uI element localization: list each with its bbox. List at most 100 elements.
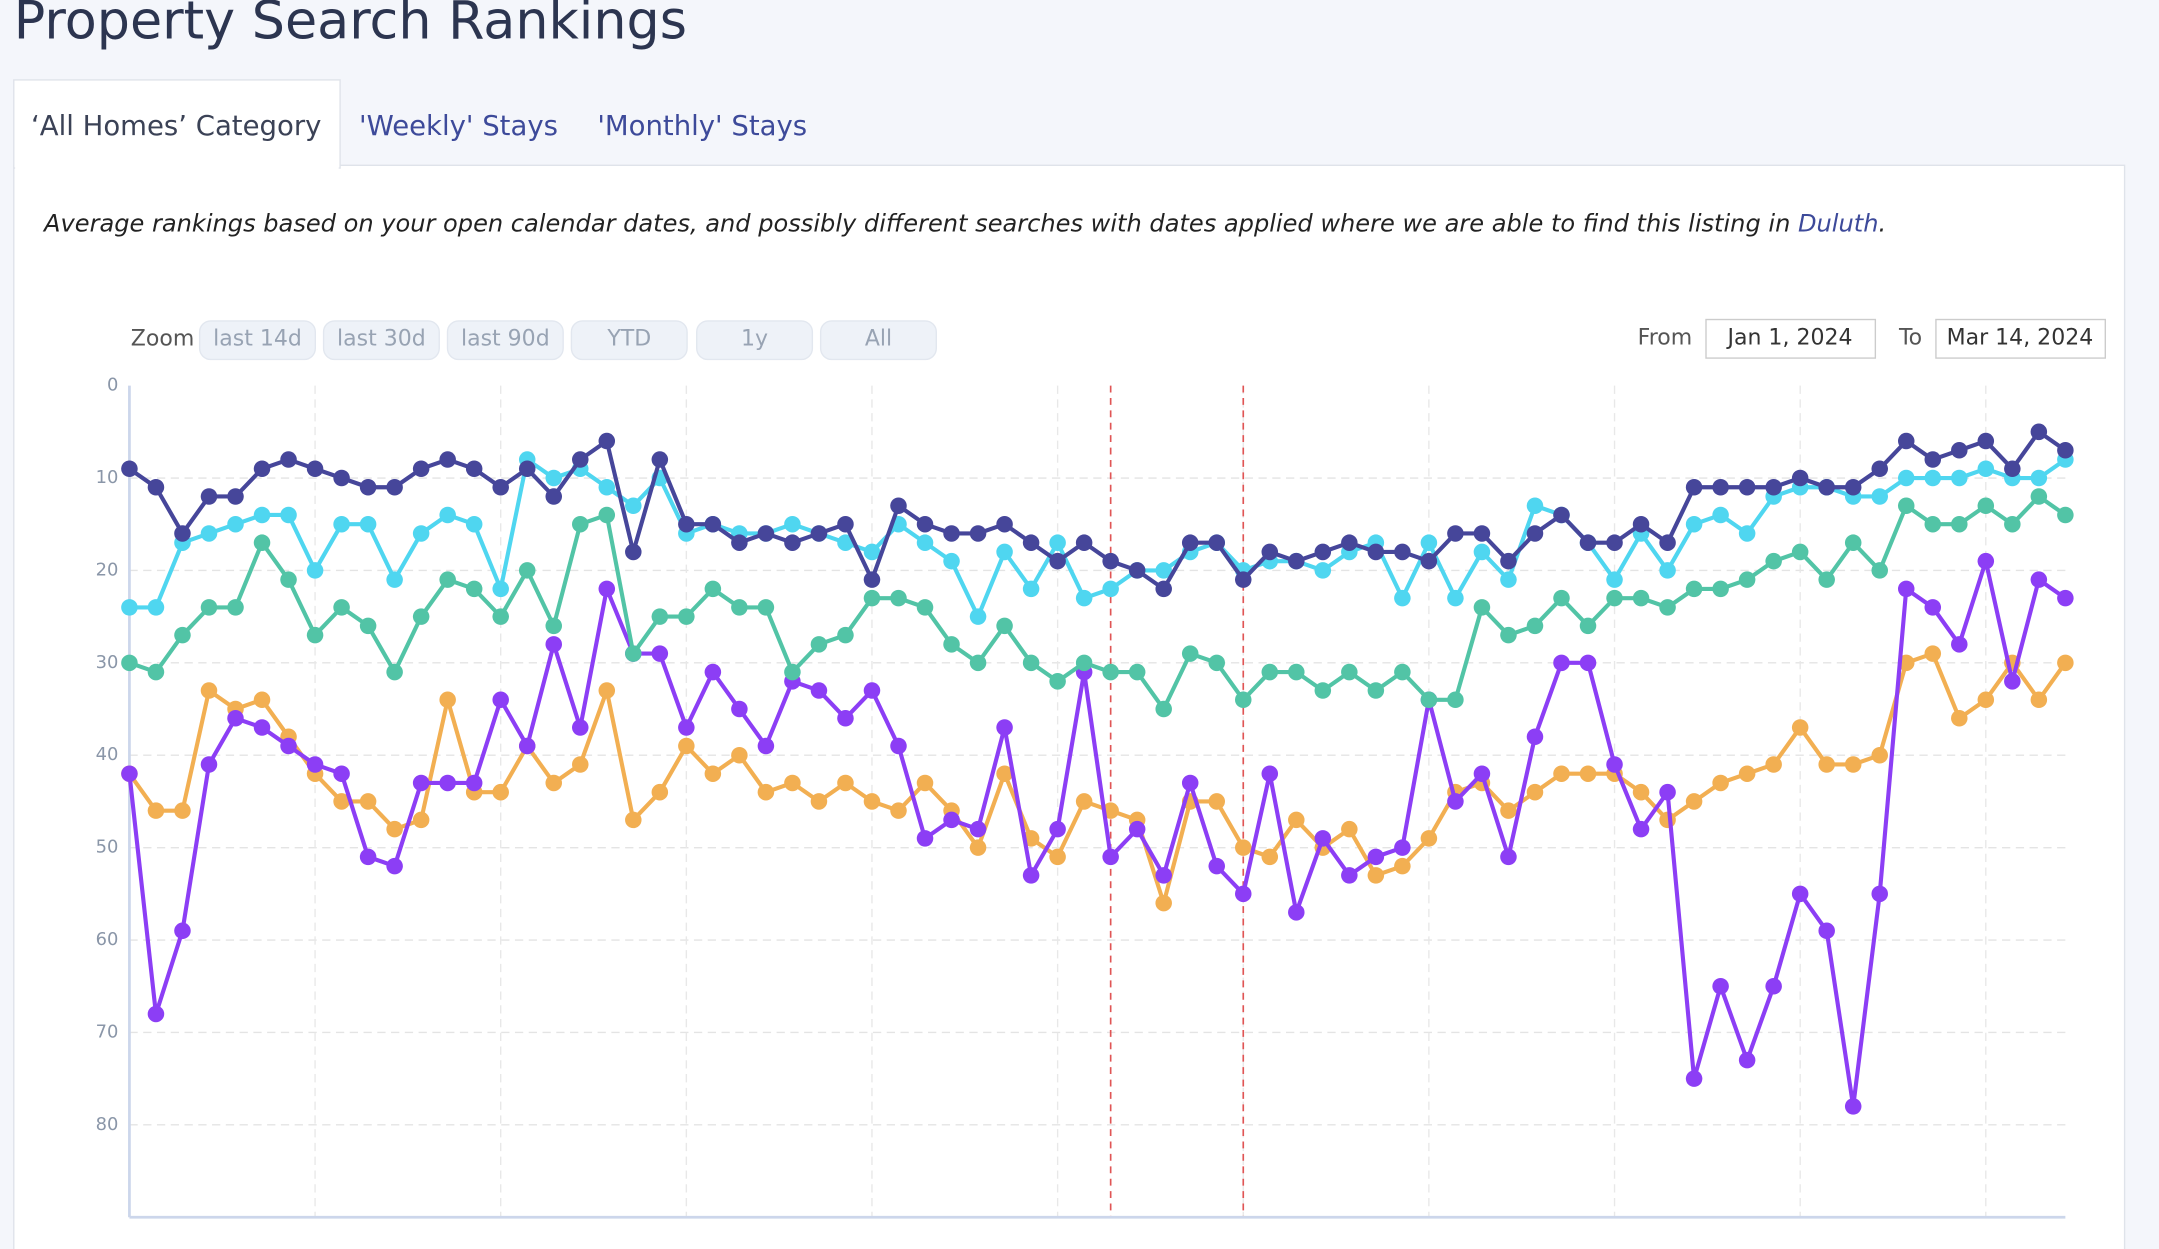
tab-join — [15, 162, 339, 171]
point — [943, 552, 960, 570]
point — [1102, 848, 1119, 866]
point — [545, 617, 563, 635]
point — [1924, 451, 1942, 468]
point — [1447, 691, 1464, 709]
zoom-button[interactable] — [198, 320, 317, 361]
point — [572, 756, 589, 773]
point — [359, 793, 377, 810]
point — [412, 774, 430, 792]
to-label: To — [1898, 325, 1922, 350]
point — [1685, 515, 1703, 533]
point — [598, 580, 616, 598]
point — [1977, 552, 1995, 570]
from-label: From — [1638, 325, 1693, 350]
point — [651, 451, 669, 468]
point — [1394, 663, 1411, 681]
point — [2057, 506, 2074, 524]
point — [890, 737, 907, 755]
tab[interactable]: 'Weekly' Stays — [359, 110, 558, 142]
point — [1261, 663, 1279, 681]
description-text: Average rankings based on your open cale… — [42, 209, 1798, 237]
point — [121, 599, 138, 616]
point — [1473, 599, 1491, 616]
tab[interactable]: 'Monthly' Stays — [597, 110, 807, 142]
y-tick-label: 70 — [96, 1021, 119, 1042]
point — [863, 682, 881, 699]
point — [227, 710, 244, 727]
y-tick-label: 50 — [96, 837, 119, 858]
point — [704, 765, 722, 782]
point — [227, 599, 244, 616]
tab[interactable]: ‘All Homes’ Category — [31, 110, 321, 142]
point — [1712, 506, 1729, 524]
from-date[interactable]: Jan 1, 2024 — [1726, 325, 1853, 350]
point — [1791, 543, 1809, 561]
point — [174, 802, 191, 819]
point — [1181, 534, 1199, 551]
point — [996, 765, 1013, 782]
point — [1022, 534, 1040, 551]
point — [731, 534, 748, 551]
point — [439, 571, 456, 588]
zoom-button-label[interactable]: All — [865, 327, 892, 352]
point — [280, 737, 297, 755]
point — [359, 515, 377, 533]
point — [969, 839, 987, 856]
point — [1924, 515, 1942, 533]
point — [386, 663, 403, 681]
zoom-button-label[interactable]: YTD — [606, 327, 651, 352]
point — [2004, 515, 2021, 533]
from-input[interactable] — [1705, 318, 1877, 359]
point — [1075, 534, 1093, 551]
point — [1155, 580, 1172, 598]
point — [492, 608, 509, 625]
point — [704, 515, 722, 533]
point — [1659, 783, 1676, 801]
to-input[interactable] — [1935, 318, 2106, 359]
point — [1181, 774, 1199, 792]
point — [333, 515, 350, 533]
point — [572, 515, 589, 533]
point — [1765, 552, 1782, 570]
zoom-button-label[interactable]: 1y — [741, 327, 768, 352]
point — [678, 719, 695, 736]
point — [306, 756, 324, 773]
point — [1818, 478, 1835, 496]
point — [1659, 599, 1676, 616]
point — [1500, 552, 1517, 570]
point — [1208, 534, 1226, 551]
point — [572, 719, 589, 736]
point — [1579, 617, 1597, 635]
point — [1871, 488, 1888, 505]
point — [1420, 534, 1438, 551]
point — [810, 793, 828, 810]
point — [1818, 756, 1835, 773]
point — [253, 534, 271, 551]
y-tick-label: 10 — [96, 467, 119, 488]
point — [492, 691, 509, 709]
zoom-button[interactable] — [819, 320, 937, 361]
zoom-button-label[interactable]: last 14d — [213, 327, 302, 352]
point — [1155, 562, 1172, 579]
point — [1871, 885, 1888, 903]
zoom-button-label[interactable]: last 30d — [337, 327, 426, 352]
point — [651, 608, 669, 625]
zoom-button[interactable] — [322, 320, 440, 361]
point — [1579, 654, 1597, 672]
zoom-button[interactable] — [696, 320, 814, 361]
to-date[interactable]: Mar 14, 2024 — [1947, 325, 2094, 350]
point — [784, 515, 801, 533]
zoom-button[interactable] — [570, 320, 688, 361]
link[interactable]: Duluth — [1798, 209, 1878, 237]
point — [1075, 589, 1093, 607]
point — [996, 719, 1013, 736]
zoom-button[interactable] — [446, 320, 564, 361]
point — [200, 488, 218, 505]
point — [757, 599, 775, 616]
point — [2030, 571, 2048, 588]
point — [1818, 922, 1835, 940]
zoom-button-label[interactable]: last 90d — [461, 327, 550, 352]
point — [1234, 571, 1252, 588]
point — [174, 626, 191, 644]
point — [492, 478, 509, 496]
